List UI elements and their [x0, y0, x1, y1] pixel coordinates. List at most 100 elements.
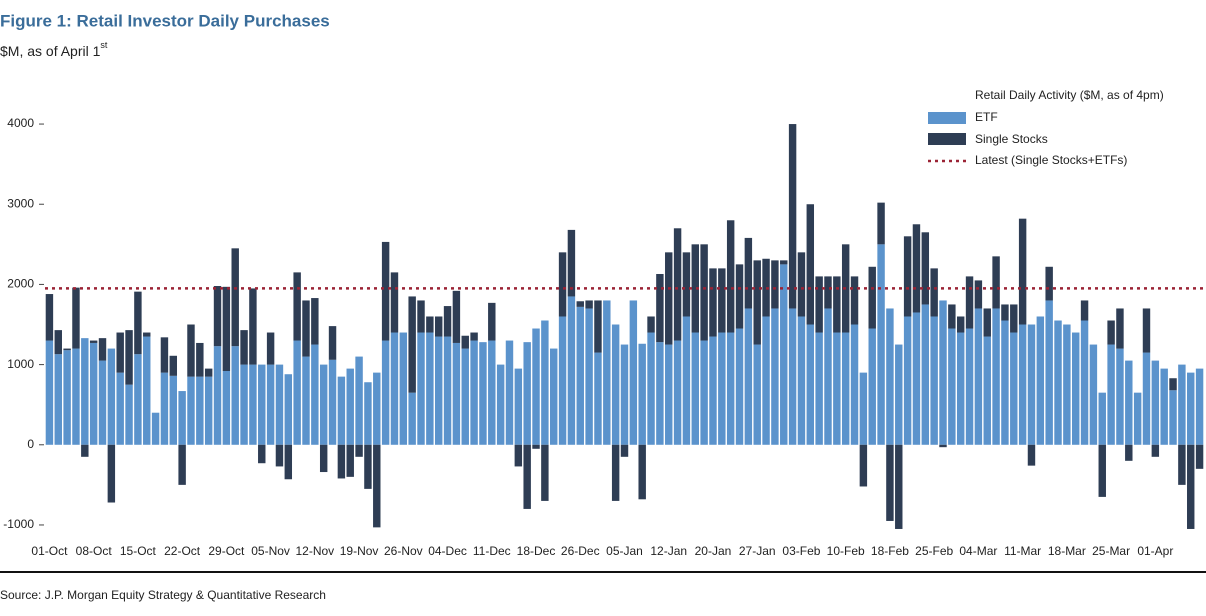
etf-bar	[877, 244, 885, 445]
single-stocks-bar	[514, 444, 523, 467]
subtitle-superscript: st	[100, 40, 108, 50]
etf-bar	[187, 376, 195, 445]
etf-bar	[461, 348, 469, 445]
y-tick-label: -1000	[3, 517, 34, 531]
single-stocks-bar	[1018, 218, 1027, 325]
y-tick-label: 4000	[7, 116, 34, 130]
etf-bar	[788, 308, 797, 445]
etf-bar	[45, 340, 54, 445]
x-tick-label: 18-Mar	[1048, 544, 1086, 558]
etf-bar	[328, 359, 337, 445]
etf-bar	[656, 342, 664, 445]
etf-bar	[240, 364, 248, 445]
etf-bar	[249, 364, 257, 445]
single-stocks-bar	[81, 444, 89, 457]
x-tick-label: 04-Mar	[959, 544, 997, 558]
single-stocks-bar	[1045, 266, 1053, 301]
etf-bar	[603, 300, 611, 445]
single-stocks-bar	[408, 296, 416, 393]
etf-bar	[558, 316, 567, 445]
single-stocks-bar	[196, 342, 204, 377]
single-stocks-bar	[656, 273, 664, 343]
single-stocks-bar	[187, 324, 195, 377]
single-stocks-bar	[948, 304, 956, 329]
etf-bar	[682, 316, 691, 445]
etf-bar	[178, 391, 186, 445]
x-tick-label: 03-Feb	[782, 544, 820, 558]
single-stocks-bar	[815, 276, 823, 333]
single-stocks-bar	[558, 252, 567, 317]
x-tick-label: 05-Nov	[251, 544, 290, 558]
legend-label: Single Stocks	[975, 132, 1048, 146]
x-tick-label: 12-Nov	[295, 544, 334, 558]
x-tick-label: 01-Apr	[1137, 544, 1173, 558]
etf-bar	[160, 372, 169, 445]
single-stocks-bar	[204, 368, 213, 377]
single-stocks-bar	[390, 272, 399, 333]
y-tick-label: 3000	[7, 196, 34, 210]
etf-bar	[567, 296, 576, 445]
x-tick-label: 29-Oct	[208, 544, 245, 558]
x-tick-label: 10-Feb	[827, 544, 865, 558]
etf-bar	[355, 356, 363, 445]
etf-bar	[726, 332, 735, 445]
etf-bar	[815, 332, 823, 445]
etf-bar	[266, 364, 275, 445]
etf-bar	[1107, 344, 1115, 445]
etf-bar	[1054, 320, 1062, 445]
etf-bar	[771, 308, 779, 445]
etf-bar	[81, 338, 89, 445]
etf-bar	[585, 308, 593, 445]
single-stocks-bar	[240, 330, 248, 365]
etf-bar	[302, 356, 310, 445]
etf-bar	[1089, 344, 1098, 445]
single-stocks-bar	[1098, 444, 1106, 497]
x-tick-label: 18-Feb	[871, 544, 909, 558]
x-tick-label: 05-Jan	[606, 544, 643, 558]
single-stocks-bar	[594, 300, 602, 353]
etf-bar	[98, 360, 107, 445]
etf-bar	[204, 376, 213, 445]
x-tick-label: 25-Feb	[915, 544, 953, 558]
etf-bar	[594, 352, 602, 445]
single-stocks-bar	[470, 332, 478, 341]
single-stocks-bar	[1010, 304, 1018, 333]
etf-bar	[1098, 392, 1106, 445]
y-tick-label: 2000	[7, 277, 34, 291]
etf-bar	[1125, 360, 1133, 445]
etf-bar	[1133, 392, 1142, 445]
etf-bar	[1195, 368, 1204, 445]
etf-bar	[1010, 332, 1018, 445]
single-stocks-bar	[89, 340, 98, 343]
single-stocks-bar	[275, 444, 284, 467]
etf-bar	[408, 392, 416, 445]
single-stocks-bar	[364, 444, 372, 489]
etf-bar	[1036, 316, 1045, 445]
single-stocks-bar	[788, 124, 797, 309]
x-tick-label: 11-Dec	[473, 544, 511, 558]
single-stocks-bar	[541, 444, 549, 501]
single-stocks-bar	[1080, 300, 1089, 321]
etf-bar	[514, 368, 523, 445]
single-stocks-bar	[213, 286, 222, 347]
single-stocks-bar	[611, 444, 620, 501]
single-stocks-bar	[319, 444, 328, 473]
etf-bar	[222, 371, 231, 445]
x-tick-label: 19-Nov	[340, 544, 379, 558]
etf-bar	[434, 336, 443, 445]
etf-bar	[231, 346, 239, 445]
single-stocks-bar	[567, 229, 576, 297]
etf-bar	[550, 348, 558, 445]
single-stocks-bar	[523, 444, 531, 509]
etf-bar	[125, 384, 133, 445]
etf-bar	[452, 342, 461, 445]
etf-bar	[541, 320, 549, 445]
single-stocks-bar	[1027, 444, 1036, 466]
etf-bar	[859, 372, 868, 445]
etf-bar	[1027, 324, 1036, 445]
etf-bar	[1063, 324, 1071, 445]
single-stocks-bar	[682, 252, 691, 317]
etf-bar	[143, 336, 151, 445]
etf-bar	[346, 368, 354, 445]
single-stocks-bar	[63, 348, 71, 351]
